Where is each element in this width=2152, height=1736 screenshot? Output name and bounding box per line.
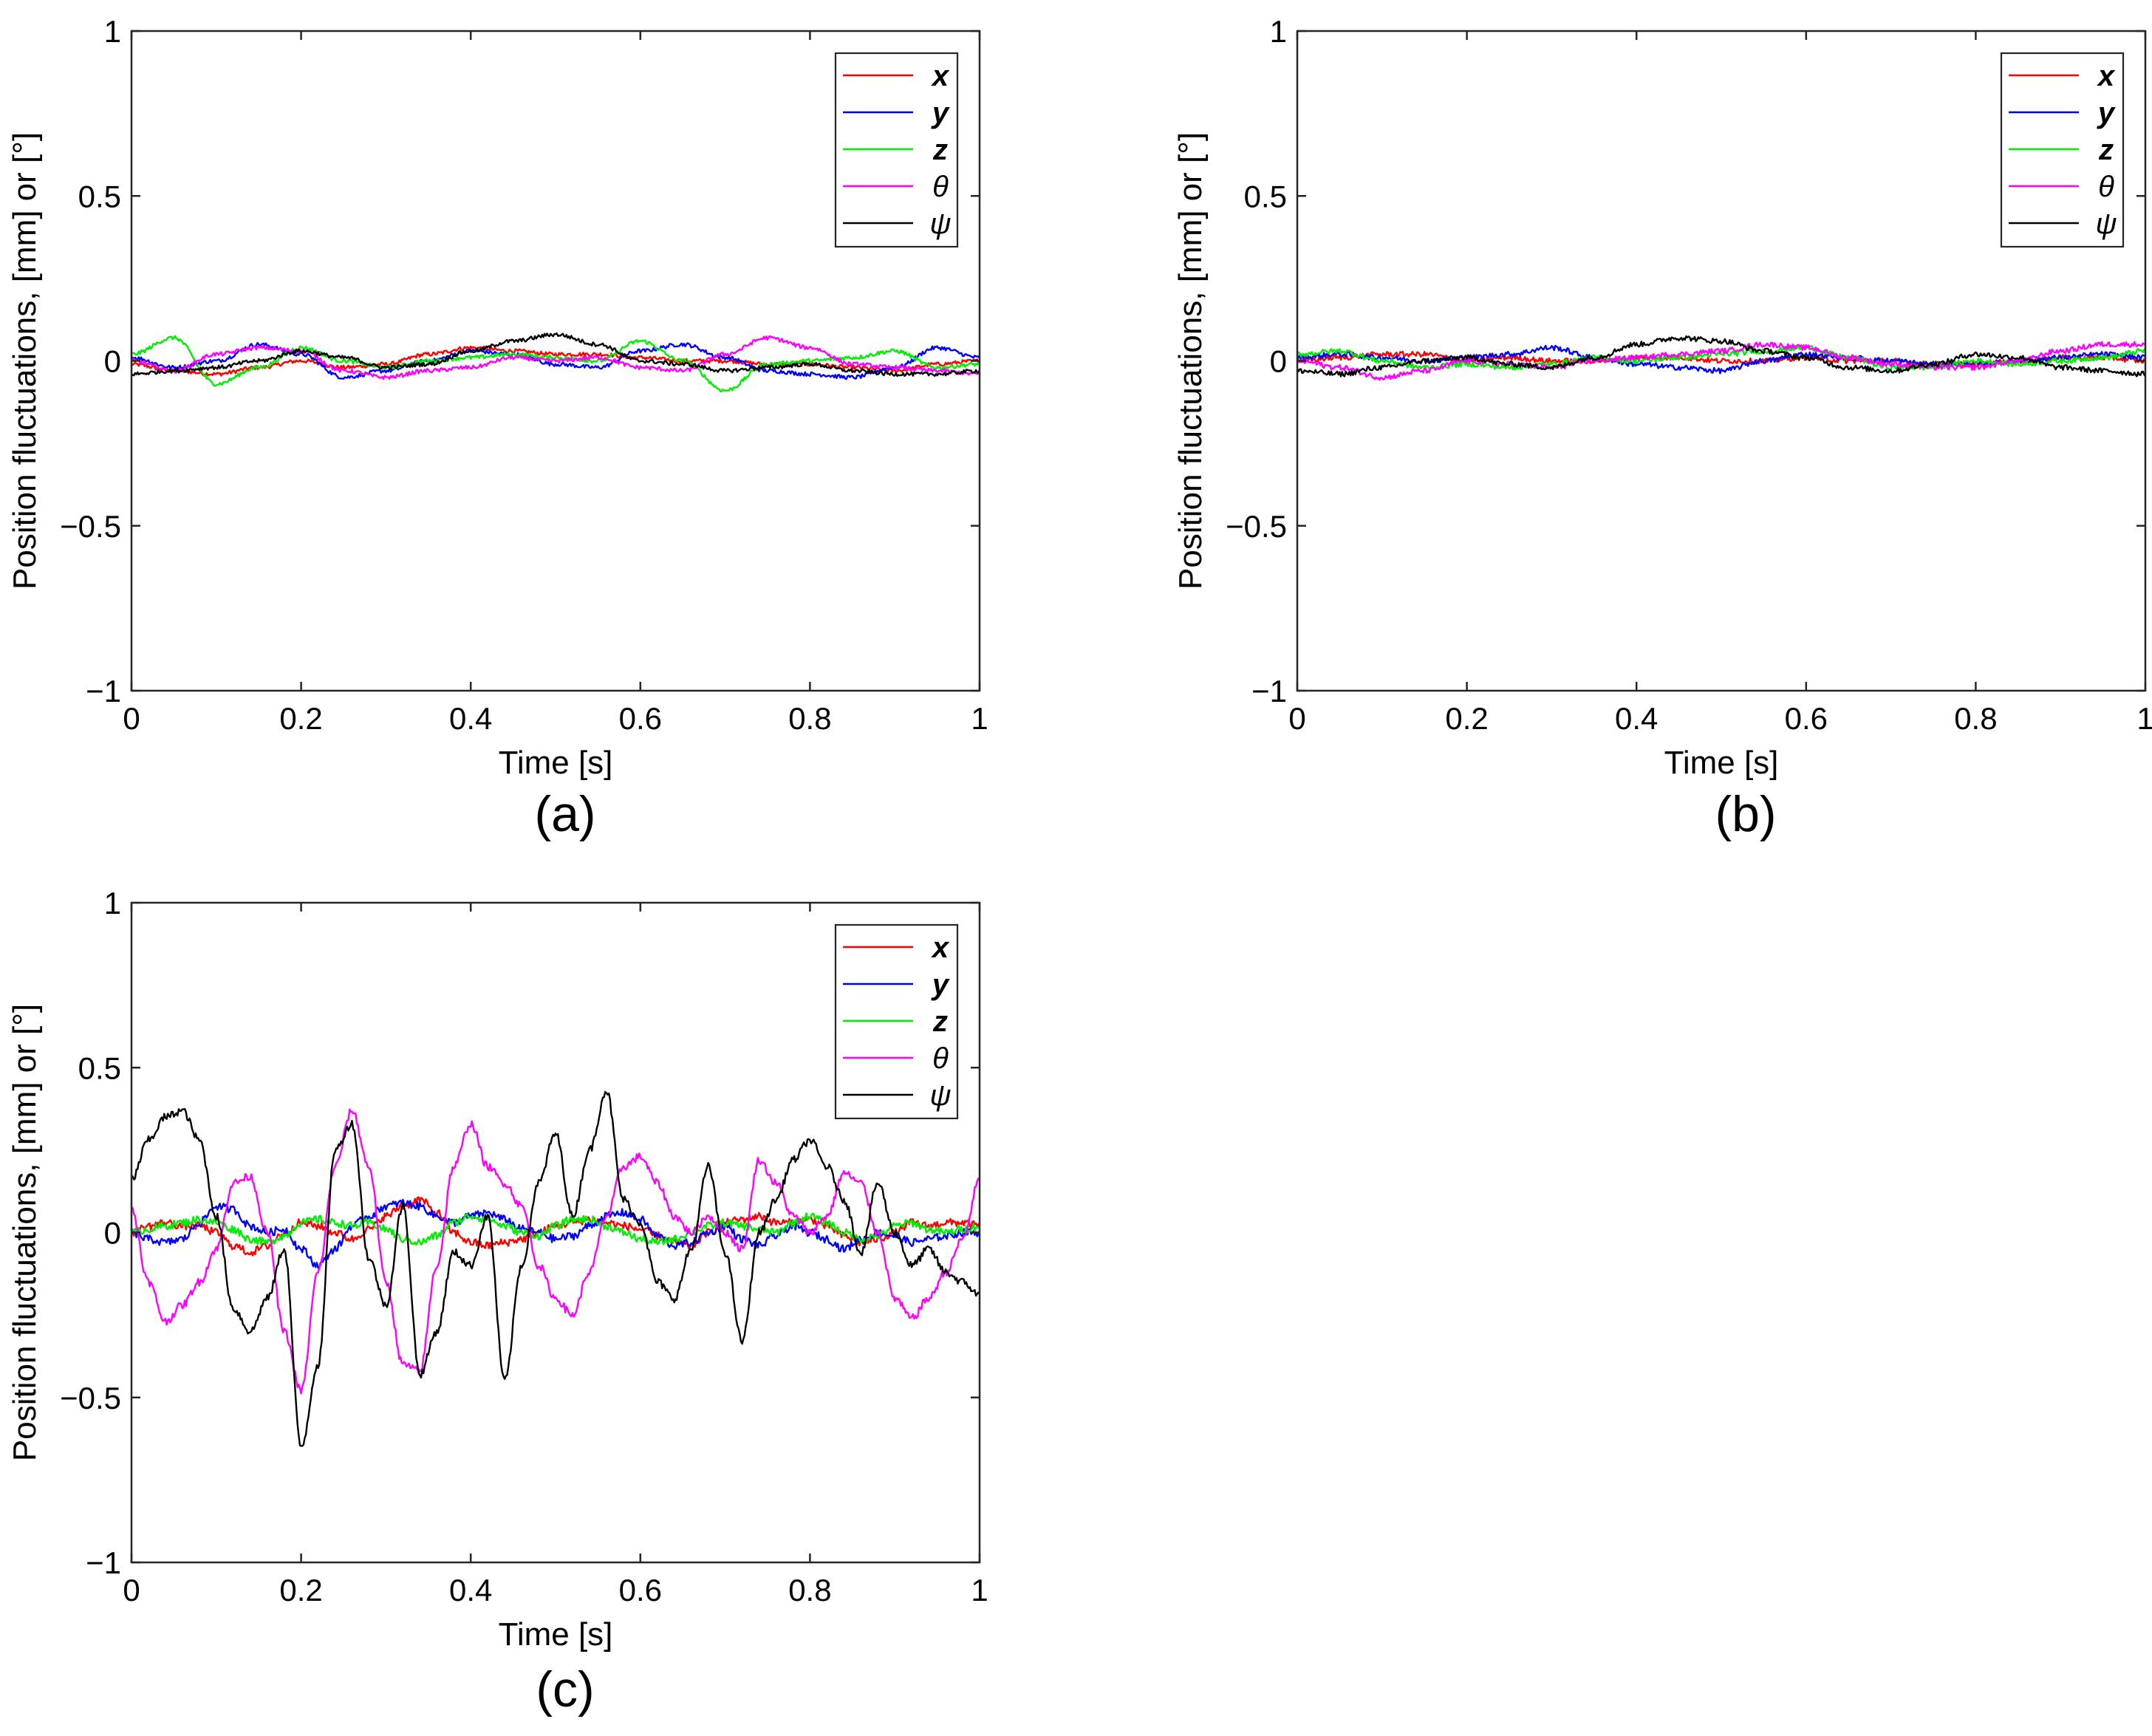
subplot-a: 0 0.2 0.4 0.6 0.8 1 −1 −0.5 0 0.5 1 Time [s] Positio… — [7, 14, 988, 781]
legend-label: ψ — [929, 208, 951, 240]
x-axis-label: Time [s] — [499, 745, 613, 781]
y-tick-label: 1 — [104, 886, 121, 920]
legend-label: θ — [2098, 171, 2114, 203]
x-axis-label: Time [s] — [1664, 745, 1779, 781]
panel-label-a: (a) — [534, 786, 595, 842]
series-group — [1297, 335, 2145, 381]
panel-label-b: (b) — [1715, 786, 1776, 842]
x-tick-label: 1 — [2136, 701, 2152, 736]
y-axis-label: Position fluctuations, [mm] or [°] — [1172, 132, 1209, 590]
subplot-b: 0 0.2 0.4 0.6 0.8 1 −1 −0.5 0 0.5 1 Time [s] Positio… — [1172, 14, 2152, 781]
y-tick-label: 0 — [104, 344, 121, 379]
y-tick-label: −0.5 — [1226, 509, 1287, 544]
y-tick-label: −1 — [86, 1545, 121, 1580]
y-axis-label: Position fluctuations, [mm] or [°] — [7, 132, 43, 590]
legend-label: θ — [932, 1042, 949, 1075]
y-tick-label: −0.5 — [60, 509, 121, 544]
series-line-y — [131, 341, 980, 380]
x-tick-label: 0.4 — [449, 1573, 492, 1607]
x-tick-label: 0.2 — [279, 1573, 322, 1607]
legend-label: ψ — [929, 1079, 951, 1112]
legend-label: x — [931, 932, 950, 964]
subplot-c: 0 0.2 0.4 0.6 0.8 1 −1 −0.5 0 0.5 1 Time [s] Positio… — [7, 886, 988, 1653]
x-tick-label: 0.8 — [1954, 701, 1997, 736]
series-group — [131, 1090, 980, 1447]
y-tick-label: 1 — [1270, 14, 1287, 49]
x-tick-label: 0.8 — [788, 1573, 831, 1607]
x-tick-label: 0 — [123, 1573, 140, 1607]
legend-label: θ — [932, 171, 949, 203]
y-tick-label: −1 — [1251, 674, 1287, 708]
x-tick-label: 1 — [971, 1573, 988, 1607]
y-tick-label: 0.5 — [78, 1050, 121, 1085]
series-line-psi — [1297, 335, 2145, 377]
y-tick-label: 0 — [104, 1216, 121, 1251]
legend-label: y — [931, 968, 950, 1001]
series-line-theta — [131, 1108, 980, 1395]
legend-label: y — [931, 97, 950, 129]
series-line-psi — [131, 332, 980, 377]
x-tick-label: 0.4 — [1615, 701, 1658, 736]
legend-label: ψ — [2095, 208, 2117, 240]
legend-label: z — [2098, 134, 2114, 166]
y-tick-label: −1 — [86, 674, 121, 708]
x-axis-label: Time [s] — [499, 1616, 613, 1653]
y-tick-label: 0.5 — [78, 179, 121, 213]
y-tick-label: 1 — [104, 14, 121, 49]
y-tick-label: 0 — [1270, 344, 1287, 379]
series-line-y — [131, 1198, 980, 1270]
legend-label: x — [931, 60, 950, 92]
series-line-theta — [1297, 341, 2145, 381]
y-tick-label: 0.5 — [1244, 179, 1287, 213]
series-line-x — [131, 345, 980, 377]
legend-label: z — [932, 1005, 948, 1038]
x-tick-label: 0 — [123, 701, 140, 736]
legend-label: x — [2097, 60, 2116, 92]
legend-label: z — [932, 134, 948, 166]
series-line-theta — [131, 335, 980, 380]
y-axis-label: Position fluctuations, [mm] or [°] — [7, 1004, 43, 1461]
x-tick-label: 0.2 — [279, 701, 322, 736]
series-group — [131, 332, 980, 393]
x-tick-label: 0 — [1288, 701, 1305, 736]
x-tick-label: 1 — [971, 701, 988, 736]
x-tick-label: 0.8 — [788, 701, 831, 736]
panel-label-c: (c) — [536, 1661, 594, 1718]
x-tick-label: 0.2 — [1445, 701, 1488, 736]
x-tick-label: 0.4 — [449, 701, 492, 736]
legend-label: y — [2097, 97, 2116, 129]
series-line-psi — [131, 1090, 980, 1447]
y-tick-label: −0.5 — [60, 1381, 121, 1415]
x-tick-label: 0.6 — [619, 1573, 662, 1607]
x-tick-label: 0.6 — [619, 701, 662, 736]
series-line-z — [131, 1212, 980, 1245]
x-tick-label: 0.6 — [1785, 701, 1828, 736]
